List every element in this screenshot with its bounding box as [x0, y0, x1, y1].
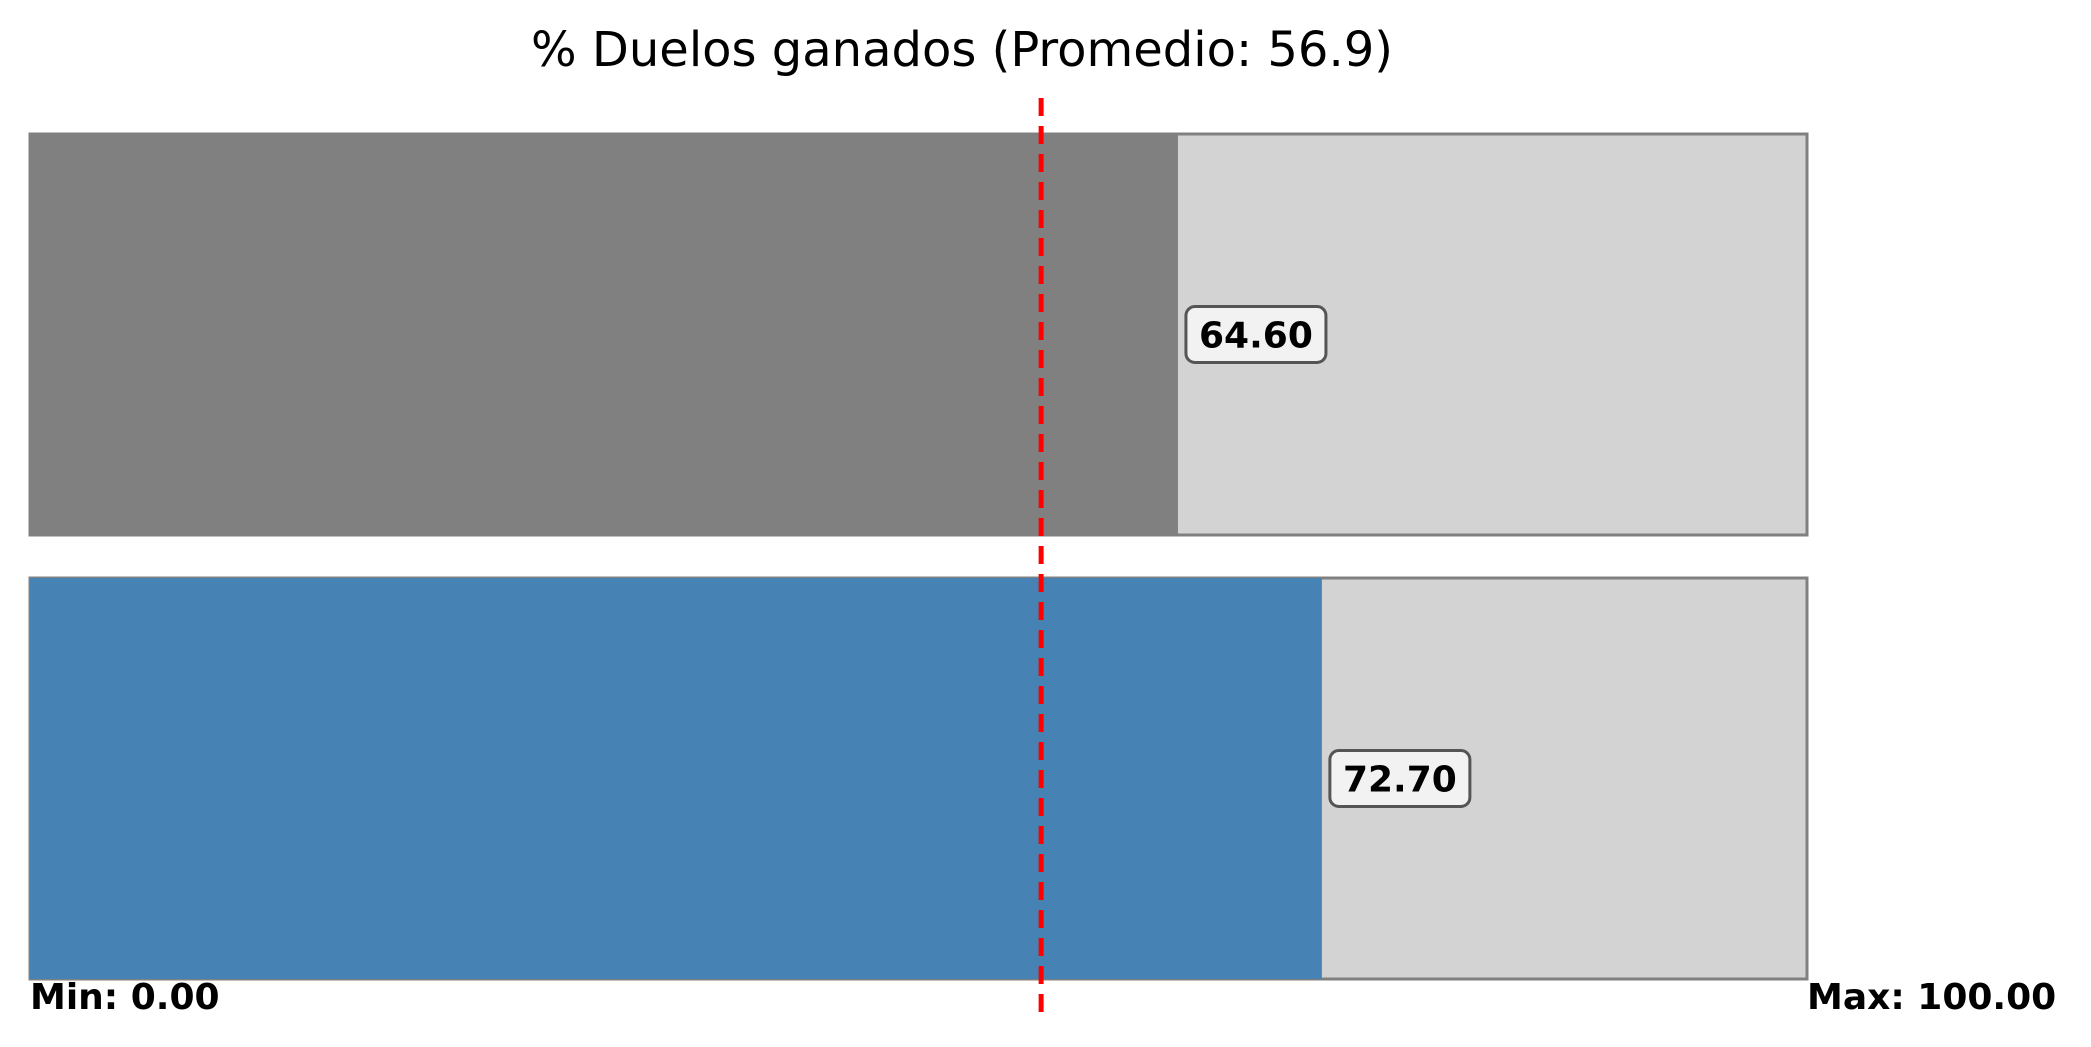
value-label-2: 72.70: [1343, 760, 1457, 801]
max-label: Max: 100.00: [1807, 977, 2056, 1018]
value-labels-layer: 64.60 72.70: [1184, 305, 1472, 808]
bar-1: [30, 134, 1178, 535]
value-label-box-1: [1184, 305, 1328, 364]
bars-layer: [28, 132, 1809, 981]
min-label: Min: 0.00: [30, 977, 220, 1018]
chart-title: % Duelos ganados (Promedio: 56.9): [531, 22, 1393, 78]
value-label-box-2: [1328, 749, 1472, 808]
value-label-1: 64.60: [1199, 316, 1313, 357]
bar-2: [30, 578, 1322, 979]
